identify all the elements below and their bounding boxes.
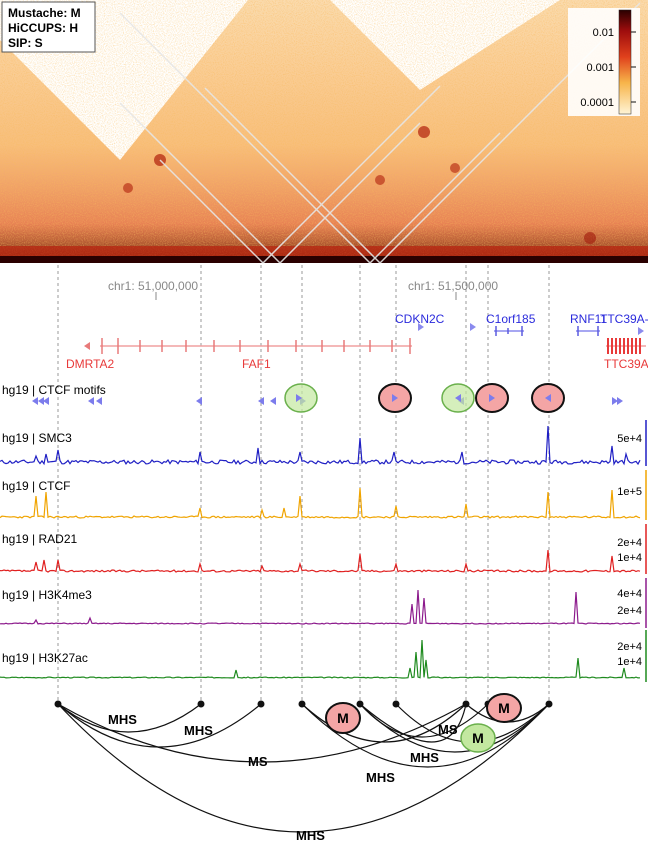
loop-anchors bbox=[54, 700, 553, 708]
loop-arc bbox=[359, 703, 489, 738]
loop-badge-mustache: M bbox=[498, 700, 510, 716]
gene-strand-arrow bbox=[638, 327, 644, 335]
gene-label-cdkn2c: CDKN2C bbox=[395, 312, 445, 326]
colorbar: 0.01 0.001 0.0001 bbox=[568, 8, 640, 116]
hic-guide-lines bbox=[119, 2, 641, 264]
loop-label: MHS bbox=[108, 712, 137, 727]
track-label-h3k27ac: hg19 | H3K27ac bbox=[2, 651, 88, 665]
gene-label-faf1: FAF1 bbox=[242, 357, 271, 371]
loop-arc bbox=[301, 703, 467, 743]
track-signal-ctcf bbox=[0, 487, 641, 519]
gene-track: DMRTA2 FAF1 TTC39A CDKN2C C1orf185 RNF11… bbox=[66, 312, 648, 371]
loop-labels: MHS MHS MS MS MHS MHS MHS bbox=[108, 712, 458, 843]
gene-label-rnf11: RNF11 bbox=[570, 312, 607, 326]
colorbar-tick: 0.001 bbox=[586, 62, 614, 74]
track-signal-h3k27ac bbox=[0, 639, 641, 679]
loop-badge-mustache: M bbox=[472, 730, 484, 746]
track-tick-h3k4me3: 4e+4 bbox=[617, 588, 642, 600]
hic-dot bbox=[418, 126, 430, 138]
loop-arcs bbox=[57, 703, 550, 833]
loop-label: MHS bbox=[366, 770, 395, 785]
track-tick-h3k27ac: 1e+4 bbox=[617, 656, 642, 668]
hic-dot bbox=[123, 183, 133, 193]
loop-label: MHS bbox=[410, 750, 439, 765]
track-tick-rad21: 1e+4 bbox=[617, 552, 642, 564]
legend-sip: SIP: S bbox=[8, 36, 43, 50]
hic-heatmap bbox=[0, 0, 648, 264]
colorbar-tick: 0.01 bbox=[593, 27, 614, 39]
gene-exons bbox=[101, 338, 411, 354]
method-legend: Mustache: M HiCCUPS: H SIP: S bbox=[1, 1, 96, 53]
coordinate-axis: chr1: 51,000,000 chr1: 51,500,000 bbox=[108, 279, 498, 300]
track-label-rad21: hg19 | RAD21 bbox=[2, 532, 77, 546]
loop-arc bbox=[57, 703, 202, 733]
loop-label: MHS bbox=[184, 723, 213, 738]
track-signal-rad21 bbox=[0, 549, 641, 573]
loop-label: MHS bbox=[296, 828, 325, 843]
loop-arc bbox=[57, 703, 467, 763]
signal-tracks: hg19 | SMC3 5e+4 hg19 | CTCF 1e+5 hg19 |… bbox=[0, 420, 647, 682]
track-label-ctcf: hg19 | CTCF bbox=[2, 479, 70, 493]
gene-label-dmrta2: DMRTA2 bbox=[66, 357, 115, 371]
hic-dot bbox=[584, 232, 596, 244]
legend-hiccups: HiCCUPS: H bbox=[8, 21, 78, 35]
loop-arc bbox=[57, 703, 262, 748]
track-tick-h3k4me3: 2e+4 bbox=[617, 605, 642, 617]
loop-label: MS bbox=[438, 722, 458, 737]
ctcf-motifs-track: hg19 | CTCF motifs bbox=[2, 383, 623, 413]
gene-label-c1orf185: C1orf185 bbox=[486, 312, 536, 326]
gene-strand-arrow bbox=[418, 323, 424, 331]
gene-label-ttc39a-plus: TTC39A- bbox=[600, 312, 648, 326]
track-label-ctcf-motifs: hg19 | CTCF motifs bbox=[2, 383, 106, 397]
loop-label: MS bbox=[248, 754, 268, 769]
gene-label-ttc39a: TTC39A bbox=[604, 357, 648, 371]
legend-mustache: Mustache: M bbox=[8, 6, 81, 20]
loop-badge-mustache: M bbox=[337, 710, 349, 726]
hic-dot bbox=[375, 175, 385, 185]
track-signal-h3k4me3 bbox=[0, 589, 641, 625]
track-tick-ctcf: 1e+5 bbox=[617, 486, 642, 498]
gene-strand-arrow bbox=[470, 323, 476, 331]
track-tick-smc3: 5e+4 bbox=[617, 433, 642, 445]
coordinate-tick-label: chr1: 51,500,000 bbox=[408, 279, 498, 293]
gene-strand-arrow bbox=[84, 342, 90, 350]
track-label-smc3: hg19 | SMC3 bbox=[2, 431, 72, 445]
colorbar-tick: 0.0001 bbox=[580, 97, 614, 109]
loop-arc bbox=[359, 703, 467, 743]
hic-dot bbox=[450, 163, 460, 173]
track-signal-smc3 bbox=[0, 425, 641, 466]
coordinate-tick-label: chr1: 51,000,000 bbox=[108, 279, 198, 293]
loop-badges: M M M bbox=[325, 693, 522, 753]
gene-exons-ttc39a bbox=[607, 338, 641, 354]
track-tick-h3k27ac: 2e+4 bbox=[617, 641, 642, 653]
loop-arc bbox=[57, 703, 550, 833]
track-tick-rad21: 2e+4 bbox=[617, 537, 642, 549]
track-label-h3k4me3: hg19 | H3K4me3 bbox=[2, 588, 92, 602]
anchor-guides bbox=[57, 265, 550, 702]
